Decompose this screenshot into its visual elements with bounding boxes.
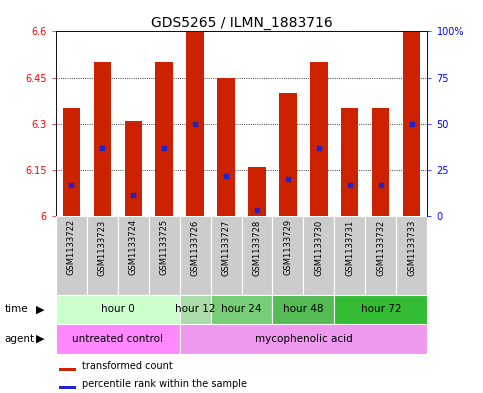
Text: percentile rank within the sample: percentile rank within the sample: [82, 379, 247, 389]
Text: hour 24: hour 24: [221, 305, 262, 314]
Text: GSM1133729: GSM1133729: [284, 219, 293, 275]
Bar: [125, 121, 142, 216]
Text: GSM1133727: GSM1133727: [222, 219, 230, 275]
Bar: [242, 216, 272, 295]
Bar: [403, 31, 421, 216]
Bar: [334, 216, 366, 295]
Bar: [180, 295, 211, 324]
Text: GSM1133726: GSM1133726: [190, 219, 199, 275]
Text: ▶: ▶: [36, 305, 44, 314]
Bar: [303, 216, 334, 295]
Text: hour 72: hour 72: [361, 305, 401, 314]
Point: [377, 182, 385, 189]
Point: [315, 145, 323, 152]
Point: [129, 191, 137, 198]
Bar: [272, 216, 303, 295]
Bar: [94, 62, 111, 216]
Bar: [62, 108, 80, 216]
Text: GSM1133732: GSM1133732: [376, 219, 385, 275]
Bar: [334, 295, 427, 324]
Point: [346, 182, 354, 189]
Bar: [117, 216, 149, 295]
Bar: [311, 62, 327, 216]
Bar: [180, 216, 211, 295]
Point: [222, 173, 230, 179]
Title: GDS5265 / ILMN_1883716: GDS5265 / ILMN_1883716: [151, 17, 332, 30]
Point: [98, 145, 106, 152]
Bar: [56, 324, 180, 354]
Point: [408, 121, 416, 127]
Bar: [56, 216, 86, 295]
Text: hour 12: hour 12: [175, 305, 215, 314]
Bar: [341, 108, 358, 216]
Bar: [156, 62, 172, 216]
Text: GSM1133733: GSM1133733: [408, 219, 416, 275]
Bar: [149, 216, 180, 295]
Bar: [217, 77, 235, 216]
Bar: [366, 216, 397, 295]
Point: [160, 145, 168, 152]
Text: hour 48: hour 48: [283, 305, 324, 314]
Text: GSM1133723: GSM1133723: [98, 219, 107, 275]
Bar: [180, 324, 427, 354]
Text: ▶: ▶: [36, 334, 44, 344]
Point: [284, 176, 292, 182]
Text: GSM1133722: GSM1133722: [67, 219, 75, 275]
Text: GSM1133728: GSM1133728: [253, 219, 261, 275]
Point: [191, 121, 199, 127]
Text: GSM1133730: GSM1133730: [314, 219, 324, 275]
Bar: [372, 108, 389, 216]
Text: mycophenolic acid: mycophenolic acid: [255, 334, 353, 344]
Bar: [272, 295, 334, 324]
Point: [67, 182, 75, 189]
Text: GSM1133731: GSM1133731: [345, 219, 355, 275]
Bar: [59, 386, 76, 389]
Bar: [186, 31, 203, 216]
Bar: [211, 216, 242, 295]
Bar: [56, 295, 180, 324]
Text: transformed count: transformed count: [82, 361, 172, 371]
Bar: [397, 216, 427, 295]
Text: hour 0: hour 0: [100, 305, 134, 314]
Text: time: time: [5, 305, 28, 314]
Text: untreated control: untreated control: [72, 334, 163, 344]
Bar: [248, 167, 266, 216]
Text: GSM1133725: GSM1133725: [159, 219, 169, 275]
Bar: [211, 295, 272, 324]
Point: [253, 207, 261, 213]
Text: GSM1133724: GSM1133724: [128, 219, 138, 275]
Bar: [86, 216, 117, 295]
Text: agent: agent: [5, 334, 35, 344]
Bar: [59, 368, 76, 371]
Bar: [280, 93, 297, 216]
